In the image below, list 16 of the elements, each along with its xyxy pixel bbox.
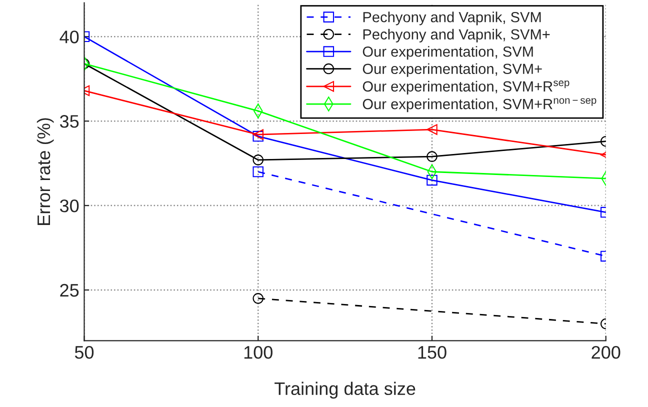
legend-label: Our experimentation, SVM+R$^{non−sep}$ xyxy=(362,98,596,112)
x-axis-title: Training data size xyxy=(274,382,416,399)
legend-label: Pechyony and Vapnik, SVM+ xyxy=(363,28,550,42)
y-tick-label: 25 xyxy=(60,284,79,297)
y-tick-label: 35 xyxy=(60,115,79,128)
x-tick-label: 50 xyxy=(74,346,94,359)
legend-label: Pechyony and Vapnik, SVM xyxy=(363,12,541,26)
y-axis-title: Error rate (%) xyxy=(36,118,54,225)
x-tick-label: 100 xyxy=(244,346,272,359)
legend-label: Our experimentation, SVM xyxy=(362,46,533,60)
legend-label: Our experimentation, SVM+ xyxy=(362,63,542,77)
x-tick-label: 200 xyxy=(592,346,620,359)
y-tick-label: 30 xyxy=(60,199,79,212)
y-tick-label: 40 xyxy=(60,30,79,44)
legend-label: Our experimentation, SVM+R$^{sep}$ xyxy=(362,80,570,94)
x-tick-label: 150 xyxy=(418,346,446,359)
